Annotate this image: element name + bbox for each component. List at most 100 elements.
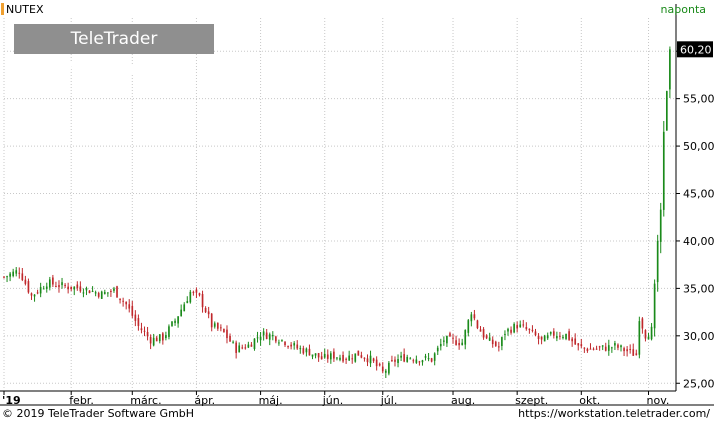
candle-body [507,328,509,332]
candle-body [82,292,85,294]
y-tick-label: 45,00 [683,188,714,201]
candle-body [418,361,421,363]
candle-body [6,276,8,278]
chart-axes: 25,00 30,00 35,00 40,00 45,00 50,00 55,00 60,20… [0,4,714,407]
candle-body [540,336,543,340]
candle-body [213,323,216,327]
candle-body [604,346,607,351]
candle-body [415,359,418,363]
candle-body [629,348,632,350]
candle-body [513,323,515,333]
candle-body [201,294,204,308]
candle-body [449,333,451,337]
candle-body [336,357,338,359]
copyright-text: © 2019 TeleTrader Software GmbH [2,407,195,420]
candle-body [259,336,262,341]
x-tick-label: máj. [259,394,283,407]
candle-body [378,363,381,366]
candle-body [235,342,237,353]
candle-body [314,353,317,356]
candle-body [186,301,189,304]
candle-body [311,354,314,357]
candle-body [55,285,57,287]
candle-body [650,326,653,340]
y-tick-label: 30,00 [683,330,714,343]
candle-body [537,335,540,339]
candle-body [119,298,121,301]
candle-body [137,318,140,326]
candle-body [592,348,595,350]
candle-body [100,291,103,299]
candle-body [446,335,448,344]
candle-body [424,356,427,358]
candle-body [363,357,366,359]
candle-body [15,270,18,274]
candle-body [128,304,131,309]
footer-url-link[interactable]: https://workstation.teletrader.com/ [518,407,710,420]
x-tick-label: nov. [647,394,670,407]
candle-body [433,353,436,361]
candle-body [571,338,573,342]
candle-body [329,353,332,360]
candle-body [79,286,82,292]
candle-body [519,324,522,328]
candle-body [439,343,442,347]
candle-body [354,353,357,362]
candle-body [543,335,546,342]
candle-body [195,289,198,293]
candlestick-series [3,46,671,379]
candle-body [296,344,299,349]
candle-body [611,347,613,349]
candle-body [366,358,369,363]
candle-body [647,336,650,340]
candle-body [262,331,265,336]
candle-body [36,292,39,294]
candle-body [400,355,402,358]
candle-body [427,358,430,360]
candle-body [320,356,323,360]
candle-body [482,329,485,338]
candle-body [476,320,479,329]
candle-body [620,345,622,348]
candle-body [372,358,375,362]
candle-body [152,337,155,346]
candle-body [61,282,63,286]
candle-body [342,354,344,362]
candle-body [253,338,256,350]
candle-body [73,286,76,290]
candle-body [494,341,497,346]
candle-body [635,353,638,356]
candle-body [525,326,528,330]
candle-body [18,272,21,274]
candle-body [357,350,360,356]
candle-body [406,356,409,362]
candle-body [256,337,259,339]
candle-body [88,290,91,294]
candle-body [351,358,354,360]
candle-body [574,338,577,345]
candle-body [97,293,100,297]
period-label[interactable]: naponta [660,3,706,16]
y-tick-label: 25,00 [683,377,714,390]
candle-body [595,348,598,350]
candle-body [204,308,207,313]
candle-body [641,318,644,329]
candle-body [42,288,45,290]
candle-body [504,333,506,335]
candle-body [278,342,280,344]
candle-body [3,276,5,278]
candle-body [580,344,583,347]
candle-body [94,292,97,294]
candle-body [339,357,341,360]
instrument-color-marker [1,3,4,15]
candle-body [568,331,570,340]
candle-body [168,326,170,337]
candle-body [394,359,396,362]
candle-body [122,300,124,302]
x-tick-label: júl. [380,394,398,407]
y-tick-label: 55,00 [683,93,714,106]
candle-body [58,285,60,288]
x-tick-label: jún. [322,394,344,407]
candle-body [522,324,525,326]
